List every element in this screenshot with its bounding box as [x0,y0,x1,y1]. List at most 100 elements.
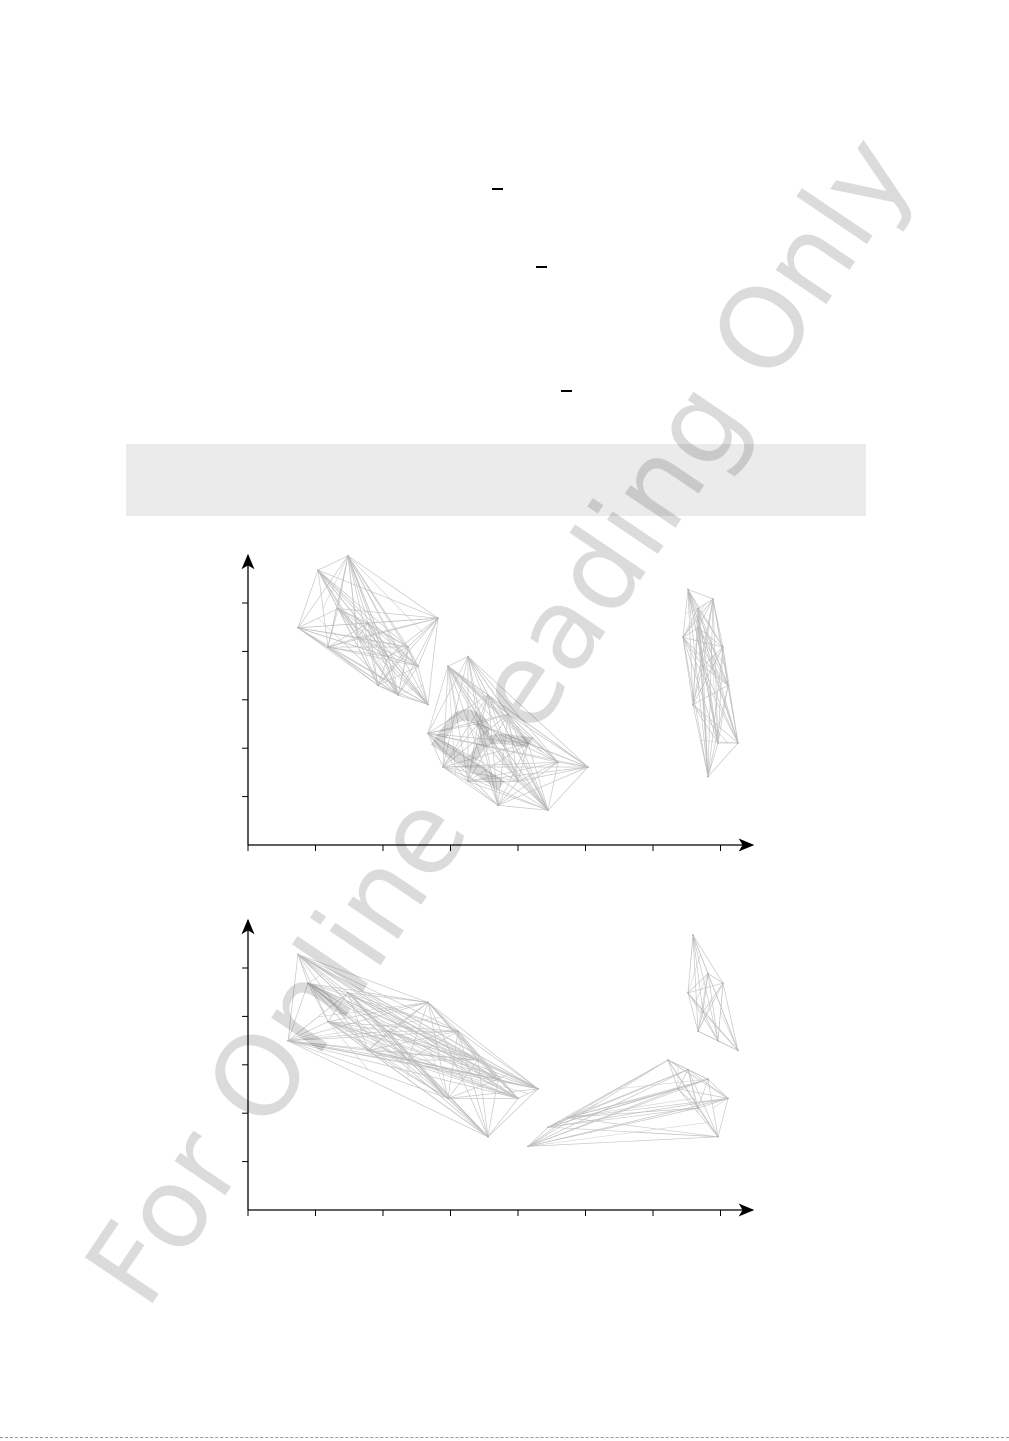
edge [297,954,479,1061]
top-plot [241,553,755,852]
edge [697,627,726,667]
edge [332,555,349,626]
node [427,732,429,735]
edge [547,1102,599,1128]
edge [347,992,434,1066]
edge [677,1078,709,1090]
equation-2-overbar [536,266,547,268]
edge [547,1088,679,1128]
edge [507,713,589,768]
edge [702,1011,739,1051]
edge [697,1098,729,1109]
edge [717,685,729,744]
edge [407,1002,429,1061]
edge [527,1107,699,1147]
edge [702,1011,719,1041]
edge [427,733,444,768]
node [377,684,379,687]
edge [297,954,399,1018]
edge [317,570,339,609]
edge [367,1050,479,1061]
edge [447,666,499,739]
edge [397,666,419,696]
edge [447,666,469,782]
node [497,804,499,807]
edge [677,1069,689,1089]
edge [327,1021,499,1080]
edge [427,733,469,782]
edge [307,983,329,1022]
edge [447,1078,499,1099]
edge [387,1030,489,1138]
edge [442,723,479,768]
edge [447,666,459,715]
node [667,1059,669,1061]
edge [327,1021,519,1099]
edge [417,1064,489,1138]
edge [347,555,439,619]
edge [367,622,379,686]
edge [357,637,379,686]
edge [347,992,369,1051]
edge [707,973,719,1041]
node [687,1068,689,1071]
edge [557,761,589,768]
edge [367,1030,389,1051]
node [737,1049,739,1052]
edge [497,766,589,806]
node [717,1039,719,1042]
node [687,991,689,994]
edge [447,656,469,667]
edge [337,608,429,705]
node [327,646,329,648]
edge [487,1098,519,1138]
node [692,703,694,706]
node [497,1078,499,1081]
edge [287,1016,444,1042]
edge [447,666,479,724]
edge [517,1088,539,1099]
edge [682,637,729,686]
node [702,1011,704,1013]
edge [317,555,349,571]
edge [687,589,714,600]
node [427,1001,429,1004]
edge [527,1122,709,1147]
edge [547,766,589,811]
edge [347,1035,519,1099]
node [707,775,709,778]
edge [692,935,704,1013]
edge [687,992,719,1041]
edge [337,608,389,657]
edge [447,666,499,806]
node [587,766,589,768]
edge [442,766,519,782]
node [437,617,439,620]
node [347,991,349,994]
edge [682,637,704,667]
edge [632,1131,719,1138]
edge [427,1002,519,1099]
edge [327,1021,369,1070]
edge [497,781,519,806]
edge [307,982,369,1051]
edge [367,1050,529,1094]
edge [695,973,709,1003]
edge [497,1078,519,1099]
edge [687,954,701,993]
node [517,780,519,783]
edge [697,983,724,1032]
edge [327,1021,409,1061]
edge [407,1059,449,1099]
edge [327,1021,389,1032]
edge [427,666,449,734]
edge [687,589,729,686]
edge [692,627,699,705]
edge [517,761,559,782]
edge [307,982,349,994]
edge [417,618,439,667]
edge [700,740,739,744]
edge [527,774,549,811]
edge [427,1002,539,1090]
edge [457,1031,464,1080]
